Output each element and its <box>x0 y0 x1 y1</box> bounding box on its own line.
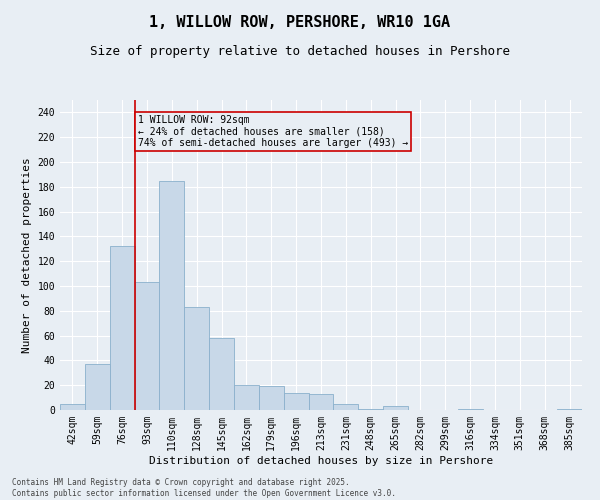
Bar <box>308 394 334 410</box>
X-axis label: Distribution of detached houses by size in Pershore: Distribution of detached houses by size … <box>149 456 493 466</box>
Text: Contains HM Land Registry data © Crown copyright and database right 2025.
Contai: Contains HM Land Registry data © Crown c… <box>12 478 396 498</box>
Bar <box>209 338 234 410</box>
Text: 1 WILLOW ROW: 92sqm
← 24% of detached houses are smaller (158)
74% of semi-detac: 1 WILLOW ROW: 92sqm ← 24% of detached ho… <box>139 115 409 148</box>
Bar <box>358 409 383 410</box>
Text: 1, WILLOW ROW, PERSHORE, WR10 1GA: 1, WILLOW ROW, PERSHORE, WR10 1GA <box>149 15 451 30</box>
Bar <box>134 282 160 410</box>
Bar <box>160 180 184 410</box>
Bar <box>383 406 408 410</box>
Bar <box>557 409 582 410</box>
Bar <box>458 409 482 410</box>
Y-axis label: Number of detached properties: Number of detached properties <box>22 157 32 353</box>
Bar <box>259 386 284 410</box>
Bar <box>234 385 259 410</box>
Bar <box>184 307 209 410</box>
Bar <box>110 246 134 410</box>
Bar <box>334 404 358 410</box>
Text: Size of property relative to detached houses in Pershore: Size of property relative to detached ho… <box>90 45 510 58</box>
Bar <box>284 392 308 410</box>
Bar <box>60 404 85 410</box>
Bar <box>85 364 110 410</box>
